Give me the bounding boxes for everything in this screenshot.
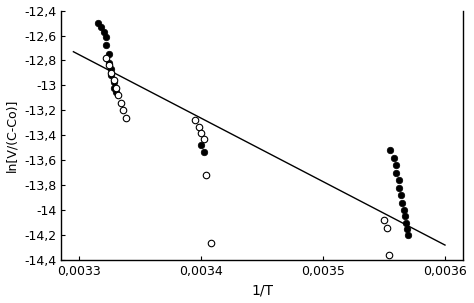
X-axis label: 1/T: 1/T: [251, 283, 273, 298]
Point: [102, 55, 110, 60]
Point: [383, 225, 390, 230]
Point: [195, 124, 203, 129]
Point: [108, 71, 115, 75]
Point: [207, 240, 215, 245]
Point: [402, 220, 410, 225]
Point: [405, 233, 412, 238]
Point: [395, 178, 402, 183]
Point: [397, 193, 405, 198]
Point: [108, 67, 115, 72]
Point: [395, 185, 402, 190]
Point: [105, 63, 112, 68]
Point: [400, 208, 407, 213]
Point: [115, 93, 122, 98]
Point: [110, 79, 118, 84]
Point: [102, 34, 110, 39]
Point: [191, 118, 199, 123]
Point: [390, 155, 398, 160]
Point: [112, 85, 120, 90]
Point: [119, 108, 127, 113]
Point: [200, 137, 208, 142]
Point: [98, 24, 105, 29]
Point: [385, 253, 393, 258]
Point: [108, 73, 115, 78]
Point: [117, 100, 125, 105]
Point: [110, 85, 118, 90]
Point: [198, 143, 205, 148]
Y-axis label: ln[V/(C-Co)]: ln[V/(C-Co)]: [6, 98, 18, 172]
Point: [401, 214, 409, 219]
Point: [386, 148, 394, 153]
Point: [380, 218, 388, 222]
Point: [202, 173, 210, 178]
Point: [399, 200, 406, 205]
Point: [198, 130, 205, 135]
Point: [105, 61, 112, 65]
Point: [110, 78, 118, 83]
Point: [200, 149, 208, 154]
Point: [105, 52, 112, 57]
Point: [102, 43, 110, 48]
Point: [403, 226, 411, 231]
Point: [94, 21, 101, 25]
Point: [392, 163, 400, 168]
Point: [112, 89, 120, 94]
Point: [122, 115, 129, 120]
Point: [392, 170, 400, 175]
Point: [100, 29, 108, 34]
